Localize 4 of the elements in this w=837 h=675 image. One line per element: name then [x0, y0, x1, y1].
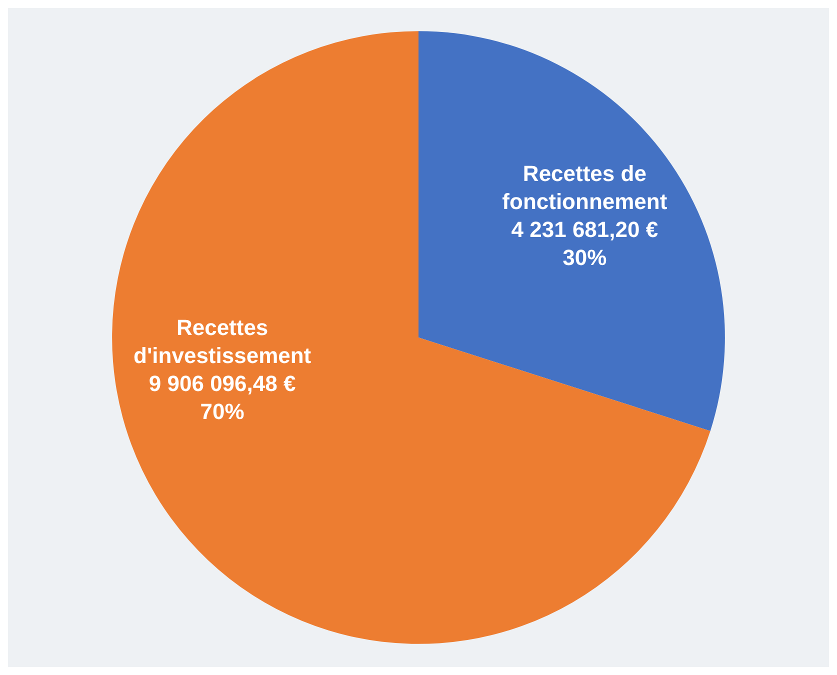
data-label: 9 906 096,48 € 70%	[148, 371, 296, 424]
slice-label: Recettes d'investissement	[133, 315, 312, 368]
data-label: 4 231 681,20 € 30%	[511, 216, 658, 270]
slice-label: Recettes de fonctionnement	[502, 160, 668, 214]
